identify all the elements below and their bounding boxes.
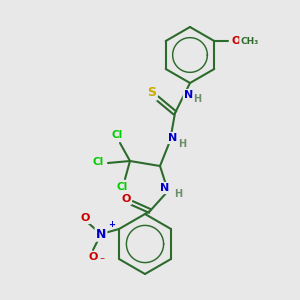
Text: O: O xyxy=(232,36,241,46)
Text: CH₃: CH₃ xyxy=(240,38,258,46)
Text: S: S xyxy=(148,86,157,100)
Text: Cl: Cl xyxy=(92,157,104,167)
Text: H: H xyxy=(194,94,202,104)
Text: +: + xyxy=(108,220,115,229)
Text: N: N xyxy=(184,90,193,100)
Text: H: H xyxy=(178,139,186,149)
Text: O: O xyxy=(121,194,131,204)
Text: N: N xyxy=(160,183,169,193)
Text: ⁻: ⁻ xyxy=(99,256,104,266)
Text: O: O xyxy=(88,252,98,262)
Text: H: H xyxy=(174,189,182,199)
Text: N: N xyxy=(96,227,106,241)
Text: Cl: Cl xyxy=(111,130,123,140)
Text: Cl: Cl xyxy=(116,182,128,192)
Text: N: N xyxy=(168,133,178,143)
Text: O: O xyxy=(80,213,90,223)
